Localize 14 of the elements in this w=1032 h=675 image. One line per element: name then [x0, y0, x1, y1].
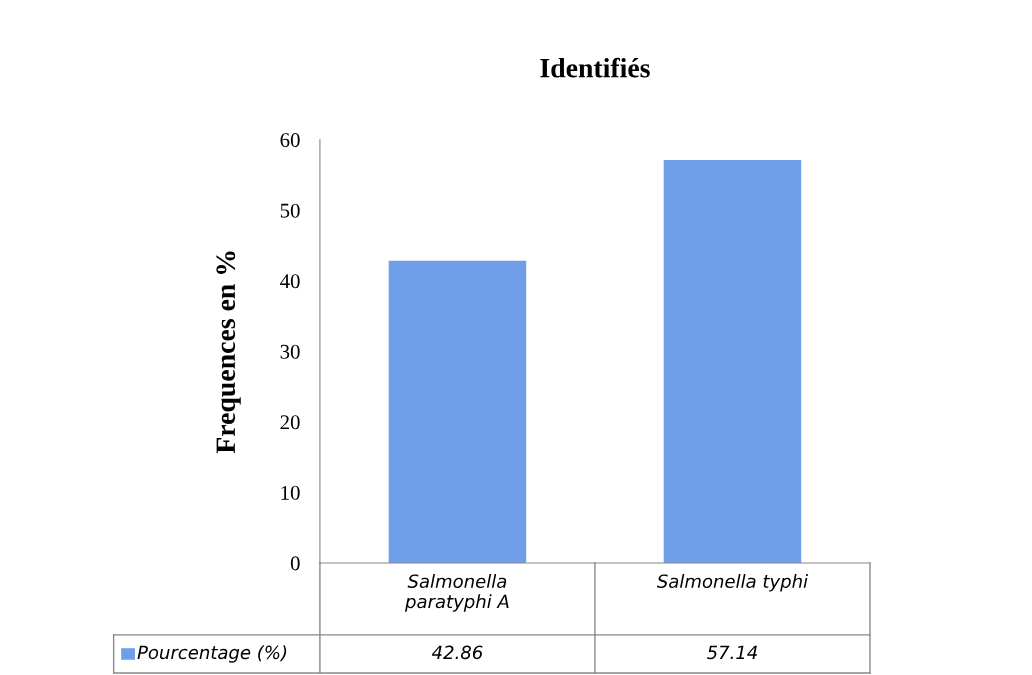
y-tick-label: 50 [280, 203, 300, 218]
legend-label: Pourcentage (%) [137, 645, 287, 663]
y-tick-label: 0 [290, 556, 300, 571]
x-tick-label: Salmonella paratyphi A [404, 574, 509, 612]
data-label: 42.86 [431, 645, 483, 660]
y-tick-label: 10 [281, 485, 300, 500]
y-tick-label: 40 [280, 274, 300, 289]
y-tick-label: 60 [280, 133, 300, 148]
data-label: 57.14 [706, 645, 758, 660]
y-axis-title: Frequences en % [216, 251, 241, 454]
chart-title: Identifiés [540, 57, 650, 78]
y-tick-label: 30 [280, 344, 300, 359]
x-tick-label: Salmonella typhi [656, 574, 808, 592]
y-tick-label: 20 [280, 415, 300, 430]
